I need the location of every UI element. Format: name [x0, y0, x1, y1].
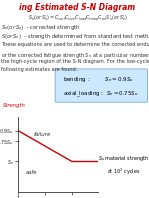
Text: or the corrected fatigue strength $S_n$ at a particular number of cycles in: or the corrected fatigue strength $S_n$ …: [1, 50, 149, 60]
Text: failure: failure: [33, 132, 51, 137]
Text: the high-cycle region of the S-N diagram. For the low-cycle region the: the high-cycle region of the S-N diagram…: [1, 59, 149, 64]
Text: axial_loading :  $S_n = 0.75S_u$: axial_loading : $S_n = 0.75S_u$: [63, 89, 138, 99]
Text: safe: safe: [25, 170, 37, 175]
Text: ing Estimated S-N Diagram: ing Estimated S-N Diagram: [19, 3, 136, 12]
Text: $S_u$ material strength: $S_u$ material strength: [98, 154, 149, 164]
Text: at $10^3$ cycles: at $10^3$ cycles: [107, 166, 140, 177]
FancyBboxPatch shape: [55, 69, 148, 102]
Text: $S_n(or\,S_n') = C_{surf}C_{size}C_{load}C_{temp}C_{rel}S_n'(or\,S_e')$: $S_n(or\,S_n') = C_{surf}C_{size}C_{load…: [28, 14, 127, 24]
Text: $S(or\,S_e)$  - strength determined from standard test meth...: $S(or\,S_e)$ - strength determined from …: [1, 32, 149, 41]
Text: Strength: Strength: [3, 103, 26, 108]
Text: $S_n(or\,S_e)$  - corrected strength: $S_n(or\,S_e)$ - corrected strength: [1, 23, 81, 32]
Text: These equations are used to determine the corrected endurance limit: These equations are used to determine th…: [1, 43, 149, 48]
Text: bending :         $S_n = 0.9S_u$: bending : $S_n = 0.9S_u$: [63, 75, 134, 84]
Text: following estimates are found:: following estimates are found:: [1, 67, 78, 72]
